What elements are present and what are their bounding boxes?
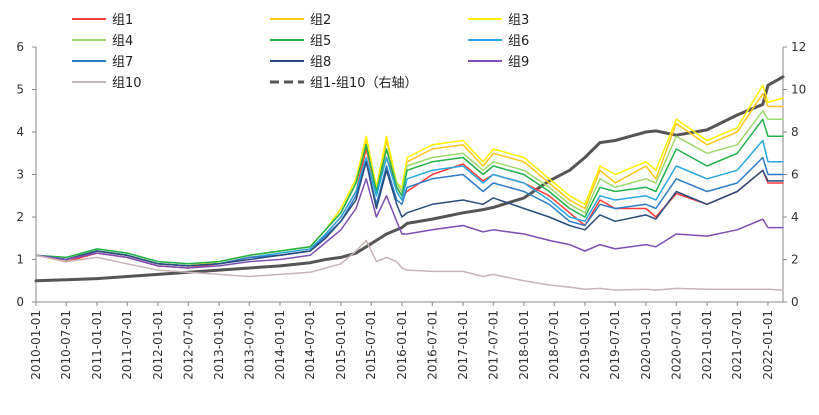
x-tick-label: 2014-01-01: [273, 310, 287, 380]
x-tick-label: 2012-01-01: [151, 310, 165, 380]
legend-label: 组7: [112, 55, 133, 70]
x-tick-label: 2022-01-01: [761, 310, 775, 380]
x-tick-label: 2016-07-01: [425, 310, 439, 380]
left-y-tick-label: 3: [16, 168, 24, 182]
x-tick-label: 2017-07-01: [486, 310, 500, 380]
legend-label: 组2: [310, 13, 331, 28]
left-y-tick-label: 6: [16, 40, 24, 54]
x-tick-label: 2017-01-01: [456, 310, 470, 380]
left-y-tick-label: 1: [16, 253, 24, 267]
x-tick-label: 2019-07-01: [608, 310, 622, 380]
legend-label: 组1: [112, 13, 133, 28]
x-tick-label: 2020-01-01: [639, 310, 653, 380]
series-line: [35, 92, 784, 267]
x-tick-label: 2015-07-01: [364, 310, 378, 380]
left-y-tick-label: 5: [16, 83, 24, 97]
x-tick-label: 2021-07-01: [730, 310, 744, 380]
legend-label: 组9: [508, 55, 529, 70]
x-tick-label: 2020-07-01: [669, 310, 683, 380]
x-tick-label: 2013-07-01: [242, 310, 256, 380]
legend-label: 组3: [508, 13, 529, 28]
right-y-tick-label: 6: [791, 168, 799, 182]
legend-label: 组8: [310, 55, 331, 70]
x-tick-label: 2016-01-01: [395, 310, 409, 380]
x-tick-label: 2010-01-01: [29, 310, 43, 380]
right-y-tick-label: 2: [791, 253, 799, 267]
right-y-tick-label: 8: [791, 125, 799, 139]
series-line: [35, 161, 784, 267]
legend-label: 组4: [112, 34, 133, 49]
x-tick-label: 2012-07-01: [181, 310, 195, 380]
x-tick-label: 2011-01-01: [90, 310, 104, 380]
x-tick-label: 2021-01-01: [700, 310, 714, 380]
x-tick-label: 2011-07-01: [120, 310, 134, 380]
series-line: [35, 148, 784, 269]
left-y-tick-label: 2: [16, 210, 24, 224]
x-tick-label: 2015-01-01: [334, 310, 348, 380]
right-y-tick-label: 4: [791, 210, 799, 224]
series-line: [35, 118, 784, 265]
legend: 组1 组2 组3 组4 组5 组6 组7 组8 组9 组10 组1-组10（右轴）: [72, 13, 529, 91]
left-y-tick-label: 4: [16, 125, 24, 139]
x-tick-label: 2019-01-01: [578, 310, 592, 380]
right-y-tick-label: 12: [791, 40, 806, 54]
legend-label: 组6: [508, 34, 529, 49]
series-line: [34, 75, 785, 283]
right-y-tick-label: 0: [791, 295, 799, 309]
right-y-tick-label: 10: [791, 83, 806, 97]
x-tick-label: 2014-07-01: [303, 310, 317, 380]
left-y-tick-label: 0: [16, 295, 24, 309]
series-line: [35, 239, 784, 291]
legend-label: 组5: [310, 34, 331, 49]
legend-label: 组10: [112, 76, 142, 91]
series-lines: [34, 75, 785, 291]
x-tick-label: 2018-01-01: [517, 310, 531, 380]
x-tick-label: 2013-01-01: [212, 310, 226, 380]
x-tick-label: 2010-07-01: [59, 310, 73, 380]
series-line: [35, 178, 784, 269]
legend-label: 组1-组10（右轴）: [310, 76, 418, 91]
x-tick-label: 2018-07-01: [547, 310, 561, 380]
